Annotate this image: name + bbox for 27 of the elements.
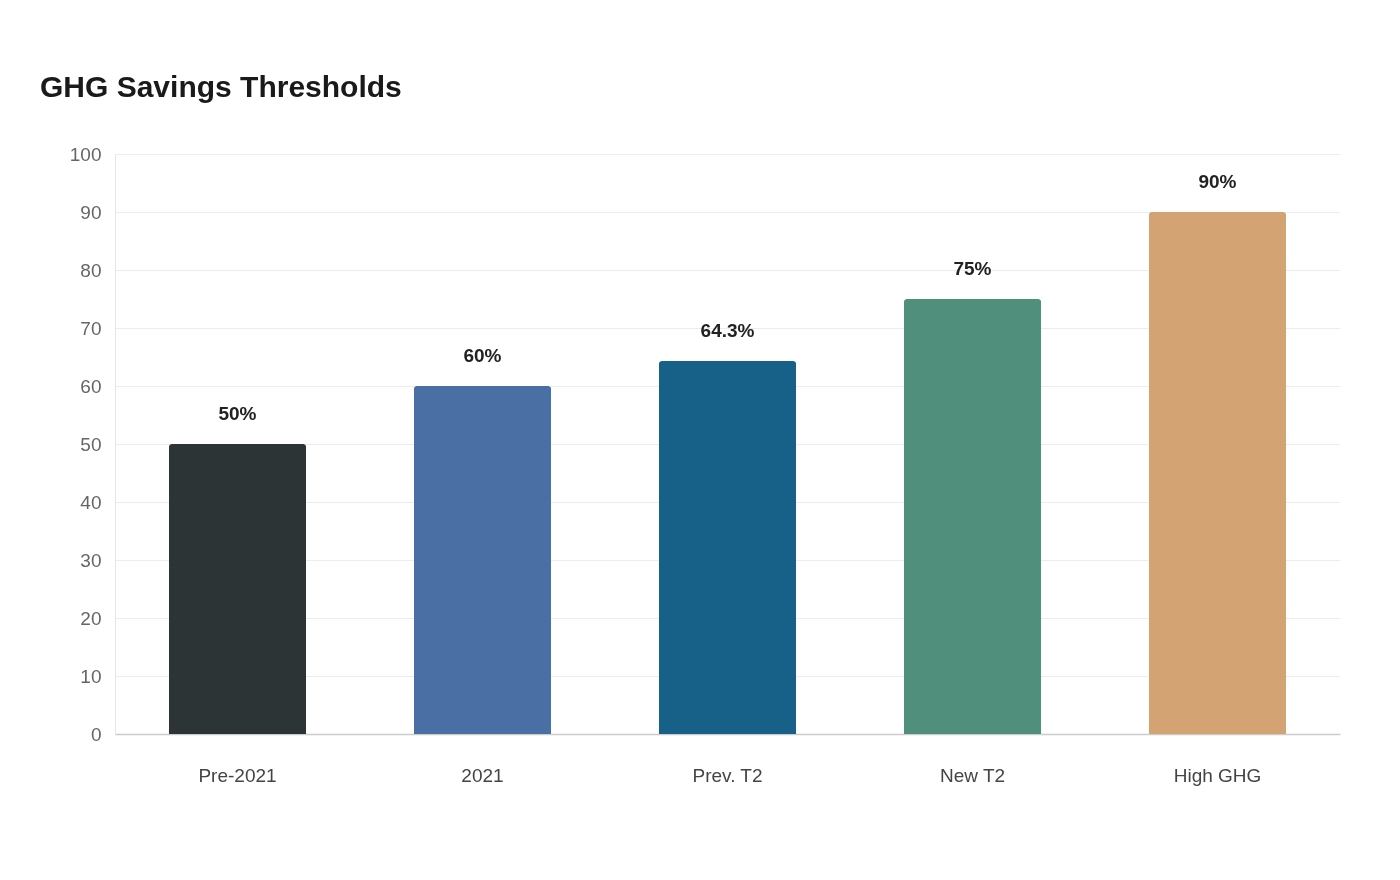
data-label: 64.3% xyxy=(700,320,755,342)
x-tick-label: Prev. T2 xyxy=(692,764,763,786)
y-tick-label: 50 xyxy=(80,433,102,455)
bar xyxy=(168,444,307,734)
y-tick-label: 30 xyxy=(80,549,102,571)
data-label: 90% xyxy=(1198,171,1237,192)
x-tick-label: Pre-2021 xyxy=(198,764,277,786)
y-tick-label: 80 xyxy=(80,259,102,281)
x-tick-label: New T2 xyxy=(939,764,1006,786)
y-tick-label: 40 xyxy=(80,491,102,513)
bar xyxy=(658,361,797,734)
data-label: 75% xyxy=(953,258,992,279)
x-tick-label: 2021 xyxy=(461,764,504,786)
chart-title: GHG Savings Thresholds xyxy=(40,70,402,103)
x-tick-label: High GHG xyxy=(1173,764,1262,786)
bar xyxy=(903,299,1042,734)
bar xyxy=(1148,212,1287,734)
y-tick-label: 90 xyxy=(80,201,102,223)
y-tick-label: 100 xyxy=(69,143,102,165)
y-tick-label: 70 xyxy=(80,317,102,339)
y-tick-label: 0 xyxy=(90,723,102,745)
bar xyxy=(413,386,552,734)
y-tick-label: 20 xyxy=(80,607,102,629)
data-label: 50% xyxy=(218,403,257,424)
y-tick-label: 10 xyxy=(80,665,102,687)
y-tick-label: 60 xyxy=(80,375,102,397)
data-label: 60% xyxy=(463,345,502,366)
